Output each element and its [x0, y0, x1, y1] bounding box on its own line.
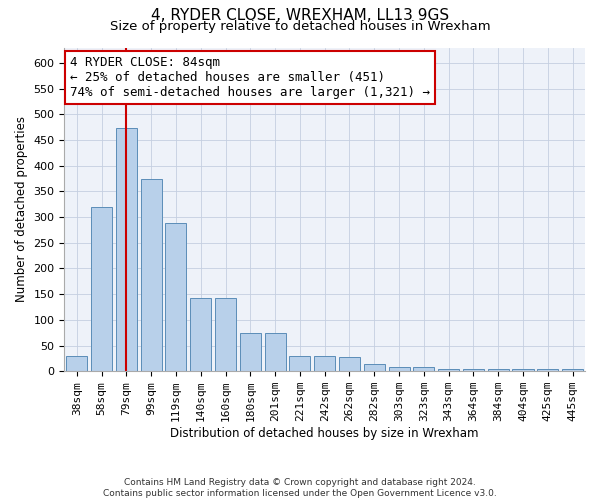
Bar: [166, 223, 187, 371]
Bar: [314, 356, 335, 371]
Bar: [66, 356, 88, 371]
Bar: [289, 356, 310, 371]
Text: 4 RYDER CLOSE: 84sqm
← 25% of detached houses are smaller (451)
74% of semi-deta: 4 RYDER CLOSE: 84sqm ← 25% of detached h…: [70, 56, 430, 98]
Bar: [537, 368, 559, 371]
Bar: [215, 298, 236, 371]
Bar: [339, 358, 360, 371]
Bar: [438, 368, 459, 371]
Bar: [91, 207, 112, 371]
X-axis label: Distribution of detached houses by size in Wrexham: Distribution of detached houses by size …: [170, 427, 479, 440]
Bar: [463, 368, 484, 371]
Bar: [512, 368, 533, 371]
Text: Contains HM Land Registry data © Crown copyright and database right 2024.
Contai: Contains HM Land Registry data © Crown c…: [103, 478, 497, 498]
Bar: [413, 367, 434, 371]
Bar: [389, 367, 410, 371]
Bar: [116, 128, 137, 371]
Bar: [265, 332, 286, 371]
Y-axis label: Number of detached properties: Number of detached properties: [15, 116, 28, 302]
Bar: [562, 368, 583, 371]
Bar: [190, 298, 211, 371]
Bar: [240, 332, 261, 371]
Bar: [140, 179, 162, 371]
Bar: [364, 364, 385, 371]
Text: Size of property relative to detached houses in Wrexham: Size of property relative to detached ho…: [110, 20, 490, 33]
Text: 4, RYDER CLOSE, WREXHAM, LL13 9GS: 4, RYDER CLOSE, WREXHAM, LL13 9GS: [151, 8, 449, 22]
Bar: [488, 368, 509, 371]
